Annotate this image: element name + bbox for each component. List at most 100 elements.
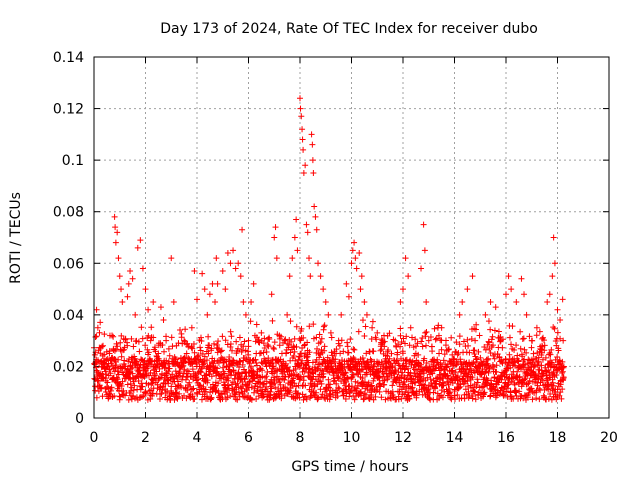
data-point [559,369,566,376]
data-point [549,379,556,386]
data-point [133,358,140,365]
data-point [547,351,554,358]
data-point [109,362,116,369]
data-point [482,369,489,376]
data-point [300,396,307,403]
data-point [513,298,520,305]
data-point [460,338,467,345]
data-point [385,347,392,354]
data-point [351,396,358,403]
data-point [337,350,344,357]
data-point [157,304,164,311]
data-point [306,349,313,356]
data-point [397,332,404,339]
data-point [229,347,236,354]
data-point [151,372,158,379]
data-point [295,390,302,397]
data-point [278,333,285,340]
data-point [253,395,260,402]
data-point [284,364,291,371]
data-point [544,298,551,305]
data-point [320,286,327,293]
data-point [96,329,103,336]
data-point [490,383,497,390]
data-point [333,380,340,387]
data-point [108,384,115,391]
data-point [336,342,343,349]
data-point [252,356,259,363]
data-point [319,361,326,368]
data-point [524,381,531,388]
data-point [92,333,99,340]
data-point [482,346,489,353]
data-point [94,324,101,331]
data-point [457,381,464,388]
data-point [314,365,321,372]
data-point [201,360,208,367]
data-point [399,369,406,376]
data-point [342,395,349,402]
data-point [261,344,268,351]
data-point [500,392,507,399]
x-tick-label: 6 [244,430,253,446]
data-point [334,393,341,400]
data-point [214,280,221,287]
x-tick-label: 2 [141,430,150,446]
data-point [550,234,557,241]
data-point [509,323,516,330]
data-point [254,388,261,395]
data-point [166,365,173,372]
data-point [258,329,265,336]
data-point [298,350,305,357]
data-point [110,333,117,340]
data-point [271,234,278,241]
data-point [290,353,297,360]
data-point [174,374,181,381]
data-point [169,343,176,350]
data-point [297,105,304,112]
data-point [313,334,320,341]
data-point [118,286,125,293]
data-point [158,390,165,397]
data-point [459,298,466,305]
data-point [304,339,311,346]
data-point [445,346,452,353]
data-point [327,329,334,336]
data-point [238,347,245,354]
data-point [274,357,281,364]
data-point [433,380,440,387]
data-point [429,370,436,377]
data-point [295,356,302,363]
data-point [363,350,370,357]
data-point [427,376,434,383]
data-point [91,351,98,358]
data-point [272,368,279,375]
data-point [97,344,104,351]
data-point [554,354,561,361]
data-point [474,379,481,386]
data-point [286,389,293,396]
data-point [446,385,453,392]
data-point [395,368,402,375]
data-point [492,304,499,311]
data-point [292,357,299,364]
data-point [381,338,388,345]
data-point [170,298,177,305]
data-point [171,360,178,367]
data-point [189,366,196,373]
data-point [263,373,270,380]
data-point [124,381,131,388]
data-point [333,346,340,353]
data-point [547,390,554,397]
data-point [269,317,276,324]
data-point [389,382,396,389]
data-point [197,382,204,389]
data-point [122,335,129,342]
data-point [230,247,237,254]
data-point [138,393,145,400]
x-tick-label: 16 [497,430,515,446]
data-point [271,346,278,353]
data-point [330,372,337,379]
data-point [217,348,224,355]
data-point [472,337,479,344]
